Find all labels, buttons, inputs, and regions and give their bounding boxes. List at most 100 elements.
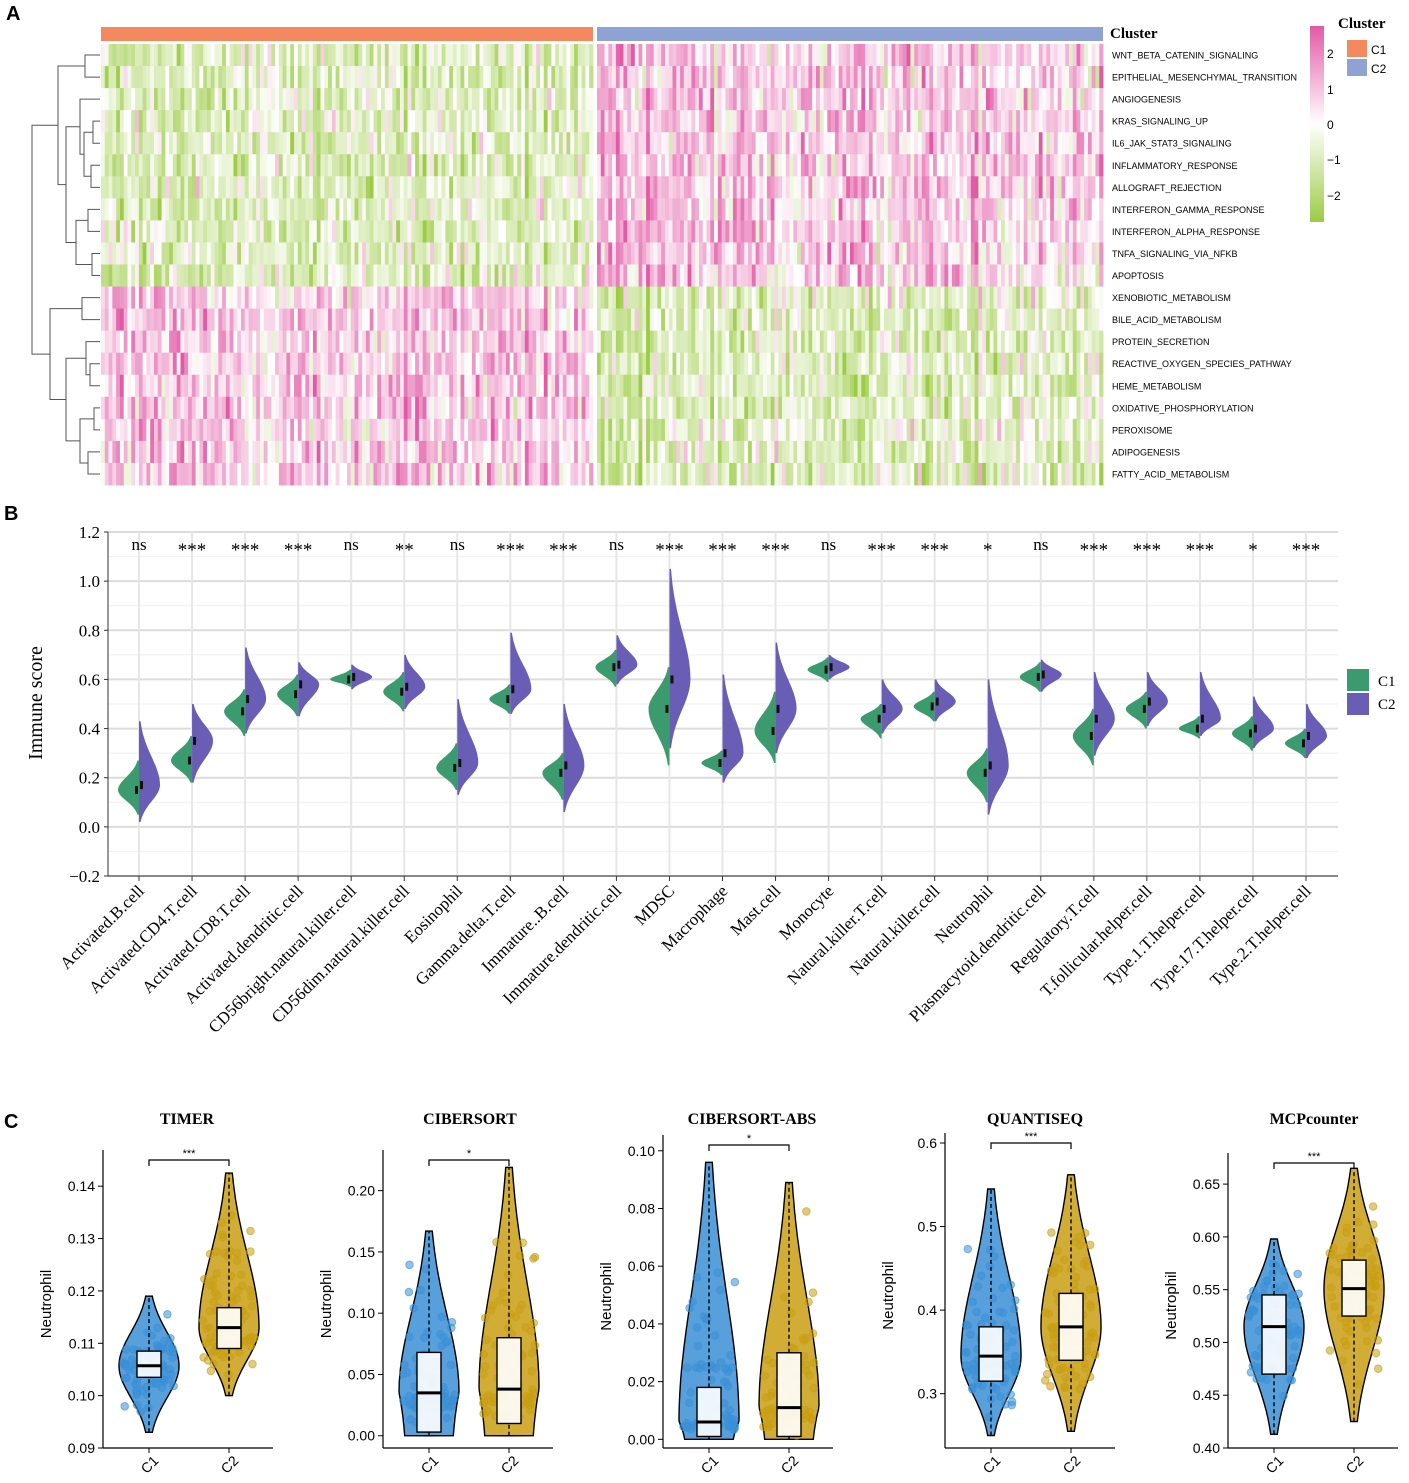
- heatmap-cell: [191, 308, 197, 332]
- heatmap-cell: [558, 374, 564, 398]
- heatmap-cell: [914, 418, 919, 442]
- heatmap-cell: [1080, 286, 1085, 309]
- heatmap-cell: [388, 198, 393, 221]
- heatmap-cell: [241, 440, 246, 464]
- heatmap-cell: [369, 154, 374, 177]
- heatmap-cell: [921, 308, 926, 332]
- heatmap-cell: [384, 44, 390, 67]
- heatmap-cell: [244, 132, 249, 155]
- heatmap-cell: [634, 330, 639, 354]
- heatmap-cell: [729, 418, 734, 442]
- heatmap-cell: [252, 154, 257, 177]
- heatmap-cell: [324, 110, 329, 133]
- heatmap-cell: [237, 132, 242, 155]
- heatmap-cell: [343, 110, 348, 133]
- heatmap-cell: [373, 308, 378, 332]
- heatmap-cell: [955, 264, 960, 287]
- heatmap-cell: [683, 440, 689, 464]
- heatmap-cell: [131, 198, 136, 221]
- heatmap-cell: [309, 176, 314, 199]
- heatmap-cell: [195, 88, 200, 111]
- heatmap-cell: [680, 88, 685, 111]
- heatmap-cell: [1076, 374, 1081, 398]
- heatmap-cell: [343, 352, 348, 376]
- heatmap-cell: [608, 264, 613, 287]
- heatmap-cell: [782, 242, 787, 265]
- heatmap-cell: [161, 220, 166, 243]
- heatmap-cell: [804, 220, 809, 243]
- heatmap-cell: [384, 352, 390, 376]
- heatmap-cell: [910, 132, 915, 155]
- heatmap-cell: [668, 330, 673, 354]
- heatmap-cell: [479, 242, 484, 265]
- heatmap-cell: [165, 374, 170, 398]
- heatmap-cell: [415, 330, 420, 354]
- heatmap-cell: [812, 242, 817, 265]
- heatmap-cell: [868, 418, 874, 442]
- heatmap-cell: [695, 66, 700, 89]
- heatmap-cell: [241, 220, 246, 243]
- heatmap-cell: [471, 418, 477, 442]
- heatmap-cell: [1065, 88, 1070, 111]
- heatmap-cell: [218, 88, 223, 111]
- heatmap-cell: [717, 242, 723, 265]
- heatmap-cell: [661, 220, 666, 243]
- heatmap-cell: [558, 220, 564, 243]
- heatmap-cell: [502, 396, 507, 420]
- heatmap-cell: [729, 374, 734, 398]
- heatmap-cell: [108, 44, 113, 67]
- heatmap-cell: [188, 330, 193, 354]
- heatmap-cell: [1053, 330, 1059, 354]
- heatmap-cell: [294, 44, 299, 67]
- heatmap-cell: [782, 110, 787, 133]
- heatmap-cell: [819, 176, 824, 199]
- heatmap-cell: [396, 374, 401, 398]
- heatmap-cell: [547, 132, 552, 155]
- heatmap-cell: [381, 308, 386, 332]
- heatmap-cell: [910, 374, 915, 398]
- heatmap-cell: [407, 440, 412, 464]
- heatmap-cell: [649, 330, 655, 354]
- heatmap-cell: [407, 88, 412, 111]
- heatmap-cell: [676, 352, 681, 376]
- heatmap-cell: [944, 286, 949, 309]
- heatmap-cell: [521, 154, 526, 177]
- heatmap-cell: [951, 352, 957, 376]
- heatmap-cell: [668, 264, 673, 287]
- heatmap-cell: [891, 264, 896, 287]
- heatmap-cell: [997, 132, 1002, 155]
- heatmap-cell: [112, 418, 117, 442]
- heatmap-cell: [271, 418, 276, 442]
- heatmap-cell: [195, 198, 200, 221]
- heatmap-cell: [188, 352, 193, 376]
- heatmap-cell: [362, 264, 367, 287]
- heatmap-cell: [948, 88, 953, 111]
- heatmap-cell: [808, 374, 813, 398]
- heatmap-cell: [933, 220, 938, 243]
- heatmap-cell: [876, 352, 881, 376]
- heatmap-cell: [157, 132, 162, 155]
- heatmap-cell: [434, 66, 439, 89]
- heatmap-cell: [377, 308, 382, 332]
- heatmap-cell: [872, 396, 877, 420]
- heatmap-cell: [657, 88, 662, 111]
- heatmap-cell: [766, 308, 772, 332]
- heatmap-cell: [717, 330, 723, 354]
- heatmap-cell: [891, 308, 896, 332]
- heatmap-cell: [415, 374, 420, 398]
- heatmap-cell: [1023, 88, 1028, 111]
- heatmap-cell: [1031, 352, 1036, 376]
- heatmap-cell: [339, 220, 344, 243]
- heatmap-cell: [963, 286, 968, 309]
- heatmap-cell: [358, 242, 363, 265]
- heatmap-cell: [540, 352, 545, 376]
- heatmap-cell: [793, 44, 798, 67]
- heatmap-cell: [528, 330, 533, 354]
- heatmap-cell: [362, 242, 367, 265]
- heatmap-cell: [729, 440, 734, 464]
- heatmap-cell: [921, 352, 926, 376]
- heatmap-cell: [1057, 396, 1062, 420]
- heatmap-cell: [528, 88, 533, 111]
- heatmap-cell: [797, 308, 802, 332]
- heatmap-cell: [347, 242, 352, 265]
